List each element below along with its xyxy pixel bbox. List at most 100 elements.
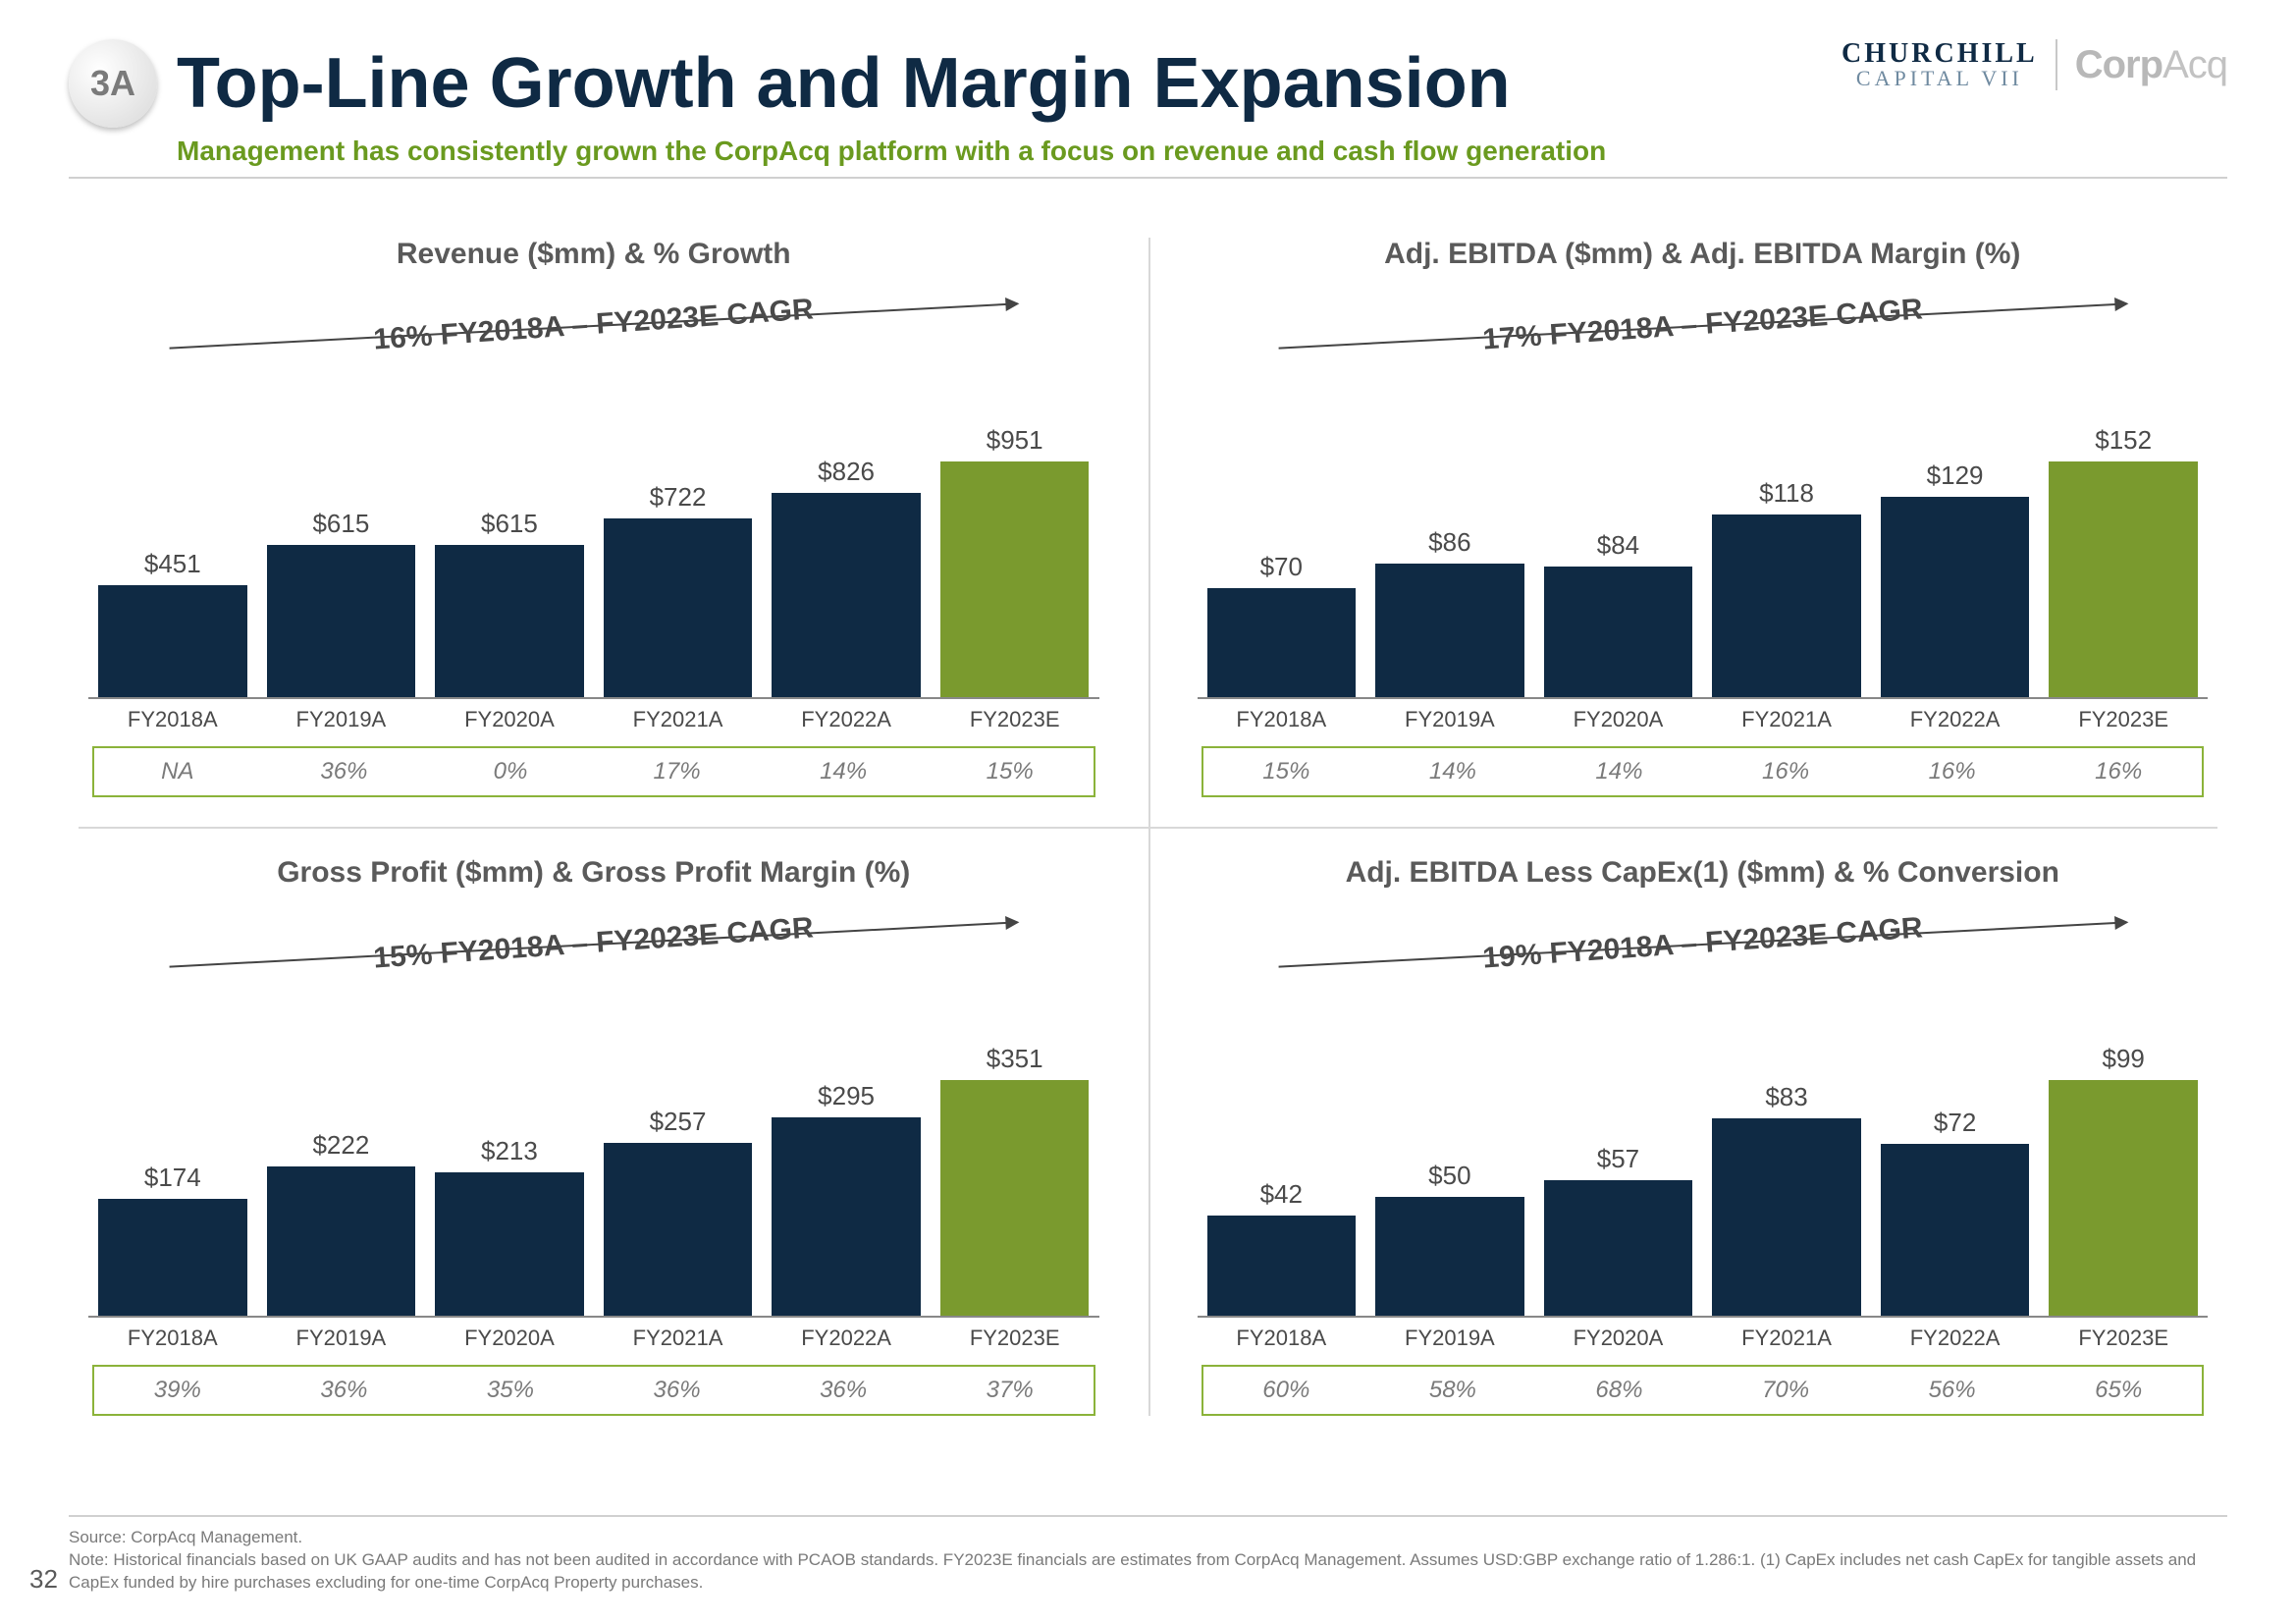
x-axis-label: FY2021A	[1712, 1326, 1861, 1351]
footer-note: Note: Historical financials based on UK …	[69, 1549, 2227, 1595]
cagr-label: 17% FY2018A – FY2023E CAGR	[1481, 293, 1923, 356]
bars-area: $451$615$615$722$826$951	[88, 369, 1099, 699]
bar	[1207, 1216, 1357, 1316]
churchill-logo-line1: CHURCHILL	[1842, 40, 2038, 68]
bar	[772, 1117, 921, 1316]
chart-panel-revenue: Revenue ($mm) & % Growth 16% FY2018A – FY…	[69, 228, 1119, 807]
x-axis-label: FY2018A	[1207, 707, 1357, 732]
percent-cell: 37%	[936, 1377, 1084, 1404]
bar-value-label: $615	[481, 509, 538, 539]
percent-cell: 58%	[1379, 1377, 1526, 1404]
x-axis-label: FY2019A	[267, 1326, 416, 1351]
percent-cell: 68%	[1546, 1377, 1693, 1404]
bar-col: $615	[267, 509, 416, 697]
bar-value-label: $57	[1597, 1144, 1639, 1174]
bar	[435, 545, 584, 697]
bar	[604, 1143, 753, 1316]
footer: Source: CorpAcq Management. Note: Histor…	[69, 1515, 2227, 1595]
x-axis-label: FY2021A	[604, 1326, 753, 1351]
chart-panel-ebitda-less-capex: Adj. EBITDA Less CapEx(1) ($mm) & % Conv…	[1178, 846, 2228, 1426]
x-axis-label: FY2019A	[1375, 707, 1524, 732]
x-axis-label: FY2023E	[940, 707, 1090, 732]
bar	[1712, 1118, 1861, 1316]
bar	[1375, 564, 1524, 697]
footer-rule	[69, 1515, 2227, 1517]
bar-value-label: $70	[1260, 552, 1303, 582]
bar-col: $351	[940, 1044, 1090, 1316]
bar	[1881, 1144, 2030, 1316]
bar	[267, 1166, 416, 1316]
percent-cell: 65%	[2045, 1377, 2192, 1404]
x-axis-label: FY2021A	[604, 707, 753, 732]
bar	[772, 493, 921, 697]
footer-source: Source: CorpAcq Management.	[69, 1527, 2227, 1549]
percent-cell: 36%	[770, 1377, 917, 1404]
churchill-logo-line2: CAPITAL VII	[1842, 68, 2038, 89]
charts-grid: Revenue ($mm) & % Growth 16% FY2018A – FY…	[69, 228, 2227, 1426]
cagr-row: 17% FY2018A – FY2023E CAGR	[1198, 300, 2209, 350]
x-axis-label: FY2018A	[1207, 1326, 1357, 1351]
bar-col: $99	[2049, 1044, 2198, 1316]
percent-strip: 15%14%14%16%16%16%	[1201, 746, 2205, 797]
chart-panel-gross-profit: Gross Profit ($mm) & Gross Profit Margin…	[69, 846, 1119, 1426]
churchill-logo: CHURCHILL CAPITAL VII	[1842, 40, 2038, 89]
x-axis: FY2018AFY2019AFY2020AFY2021AFY2022AFY202…	[88, 1318, 1099, 1365]
bar-value-label: $174	[144, 1163, 201, 1193]
header-rule	[69, 177, 2227, 179]
bar-value-label: $351	[987, 1044, 1043, 1074]
bar-value-label: $99	[2102, 1044, 2144, 1074]
page-number: 32	[29, 1564, 58, 1595]
chart-title: Adj. EBITDA Less CapEx(1) ($mm) & % Conv…	[1198, 856, 2209, 890]
bars-area: $42$50 $57 $83 $72 $99	[1198, 988, 2209, 1318]
bar-value-label: $152	[2095, 425, 2152, 456]
bar-value-label: $295	[818, 1081, 875, 1111]
cagr-label: 16% FY2018A – FY2023E CAGR	[373, 293, 815, 356]
bar	[1881, 497, 2030, 697]
percent-cell: 15%	[1213, 758, 1361, 785]
x-axis-label: FY2022A	[772, 707, 921, 732]
x-axis-label: FY2018A	[98, 1326, 247, 1351]
bar	[98, 1199, 247, 1316]
percent-cell: 16%	[2045, 758, 2192, 785]
bar	[604, 518, 753, 697]
corpacq-logo-a: Corp	[2075, 43, 2163, 86]
bar-col: $152	[2049, 425, 2198, 697]
bars-area: $70$86$84$118$129$152	[1198, 369, 2209, 699]
percent-strip: NA36%0%17%14%15%	[92, 746, 1095, 797]
bar-value-label: $129	[1927, 460, 1984, 491]
bar-col: $72	[1881, 1108, 2030, 1316]
bar-value-label: $83	[1765, 1082, 1807, 1112]
cagr-row: 15% FY2018A – FY2023E CAGR	[88, 919, 1099, 968]
percent-cell: 16%	[1712, 758, 1859, 785]
chart-title: Revenue ($mm) & % Growth	[88, 238, 1099, 271]
bar-col: $174	[98, 1163, 247, 1316]
subtitle: Management has consistently grown the Co…	[177, 135, 2227, 167]
bar-col: $50	[1375, 1161, 1524, 1316]
x-axis-label: FY2021A	[1712, 707, 1861, 732]
percent-cell: 36%	[271, 1377, 418, 1404]
bar	[940, 461, 1090, 697]
bar-col: $118	[1712, 478, 1861, 697]
bar-value-label: $615	[312, 509, 369, 539]
x-axis-label: FY2023E	[2049, 707, 2198, 732]
bar	[2049, 461, 2198, 697]
x-axis-label: FY2022A	[1881, 707, 2030, 732]
chart-panel-ebitda: Adj. EBITDA ($mm) & Adj. EBITDA Margin (…	[1178, 228, 2228, 807]
bar-col: $42	[1207, 1179, 1357, 1316]
title-area: 3A Top-Line Growth and Margin Expansion	[69, 39, 1511, 128]
bar-value-label: $213	[481, 1136, 538, 1166]
percent-cell: 56%	[1879, 1377, 2026, 1404]
bar-col: $615	[435, 509, 584, 697]
x-axis-label: FY2020A	[435, 707, 584, 732]
bar-value-label: $72	[1934, 1108, 1976, 1138]
bar-value-label: $222	[312, 1130, 369, 1161]
bar-col: $826	[772, 457, 921, 697]
x-axis: FY2018AFY2019AFY2020AFY2021AFY2022AFY202…	[1198, 699, 2209, 746]
bar	[1207, 588, 1357, 697]
bar-value-label: $118	[1759, 478, 1814, 509]
bar	[98, 585, 247, 697]
header: 3A Top-Line Growth and Margin Expansion …	[69, 39, 2227, 128]
bar-col: $129	[1881, 460, 2030, 697]
percent-cell: 36%	[271, 758, 418, 785]
bar-col: $951	[940, 425, 1090, 697]
